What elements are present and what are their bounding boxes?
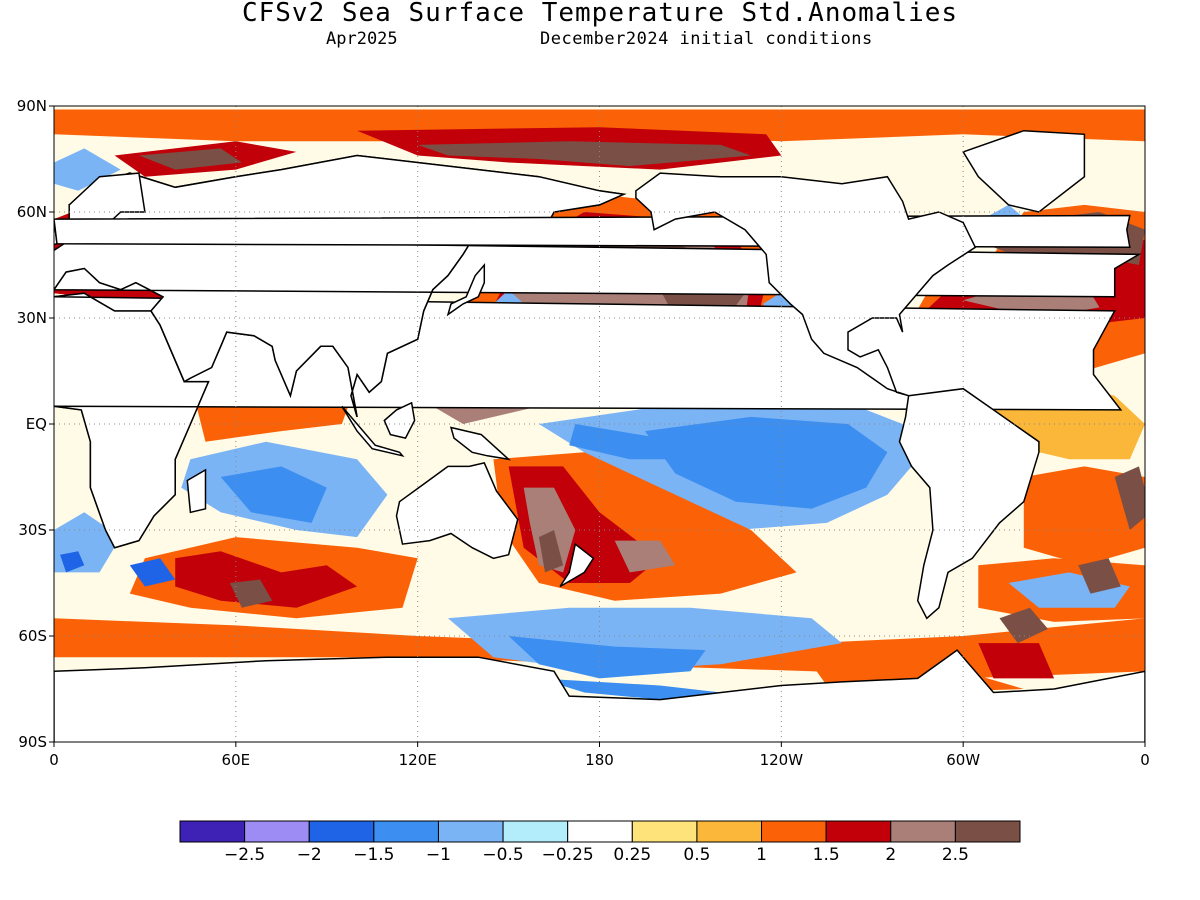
anomaly-region-tasman-hot (538, 530, 564, 573)
anomaly-region-s-indian-cool (129, 558, 176, 587)
lat-label: 30N (17, 309, 47, 327)
land-greenland (962, 129, 1086, 213)
lon-label: 180 (585, 751, 614, 769)
lat-label: 90N (17, 97, 47, 115)
anomaly-region-arctic-band (54, 109, 1145, 142)
anomaly-region-s-atlantic-hot2 (999, 607, 1048, 644)
chart-title: CFSv2 Sea Surface Temperature Std.Anomal… (241, 0, 959, 28)
lon-label: 120E (399, 751, 437, 769)
land-australia (395, 462, 519, 560)
lon-label: 60E (222, 751, 251, 769)
land-sumatra-java (341, 405, 405, 458)
anomaly-region-benguela-hot (1114, 466, 1145, 530)
land-layer (54, 129, 1145, 742)
lat-label: 90S (18, 733, 47, 751)
anomaly-region-e-pacific-cool3 (569, 424, 691, 460)
land-antarctica (54, 649, 1145, 742)
lon-label: 120W (760, 751, 804, 769)
anomaly-region-arctic-hot-barents (138, 148, 242, 170)
lat-label: 60N (17, 203, 47, 221)
lat-label: 60S (18, 627, 47, 645)
anomaly-region-s-ocean-cool-ross (538, 678, 721, 700)
land-madagascar (186, 468, 207, 514)
anomaly-region-e-pacific-cool2 (645, 416, 888, 509)
anomaly-region-indian-ocean-cool2 (220, 466, 327, 523)
anomaly-region-sw-pacific-hot2 (614, 540, 676, 573)
valid-month-label: Apr2025 (326, 29, 398, 49)
land-new-zealand (559, 542, 595, 588)
anomaly-region-weddell-hot (978, 643, 1055, 679)
grid-lines (54, 106, 1145, 742)
lon-label: 0 (49, 751, 59, 769)
anomaly-region-s-indian-warm2 (175, 551, 358, 608)
anomaly-region-s-indian-hot (229, 579, 273, 608)
lon-label: 0 (1140, 751, 1150, 769)
anomaly-region-s-atlantic-warm (1023, 466, 1145, 566)
lon-label: 60W (946, 751, 980, 769)
land-japan (446, 262, 486, 317)
anomaly-region-n-atlantic-cool-west (54, 148, 121, 191)
land-borneo (383, 401, 416, 439)
lat-label: 30S (18, 521, 47, 539)
anomaly-region-arctic-hot-russia (417, 141, 751, 167)
anomaly-region-s-ocean-cool-pacific2 (508, 636, 706, 679)
anomaly-region-s-atlantic-hot (1078, 558, 1121, 594)
init-conditions-label: December2024 initial conditions (540, 29, 873, 49)
land-north-america (635, 172, 977, 397)
land-south-america (898, 387, 1040, 620)
land-new-guinea (449, 426, 511, 461)
anomaly-region-atlantic-sw-cool (60, 551, 85, 573)
lat-label: EQ (26, 415, 47, 433)
